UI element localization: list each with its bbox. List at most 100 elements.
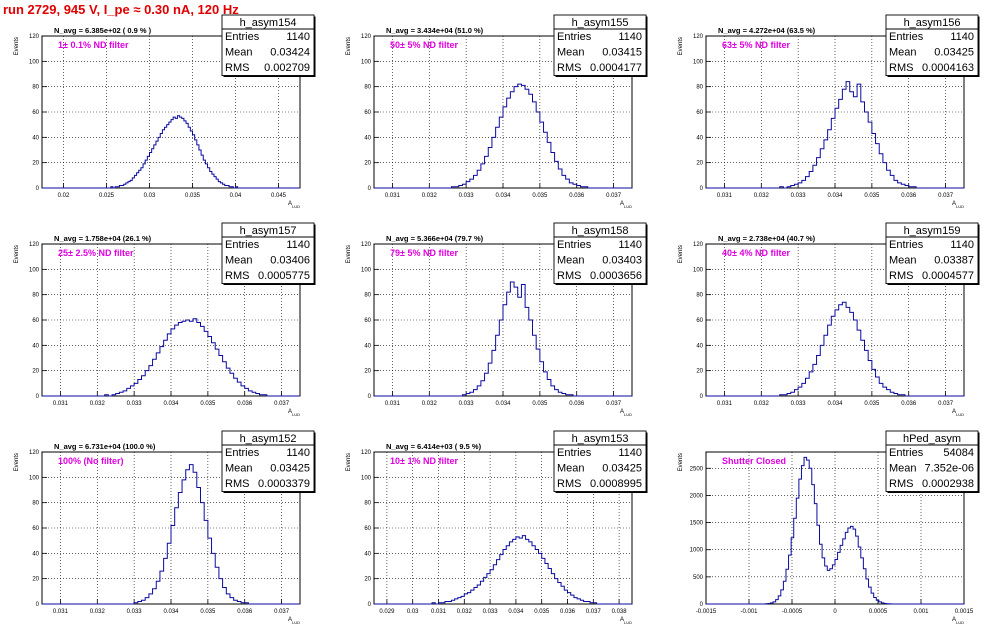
y-tick-label: 0 xyxy=(36,602,40,608)
y-tick-label: 120 xyxy=(29,242,40,248)
grid-lines xyxy=(374,452,632,604)
stat-label: Mean xyxy=(889,47,917,59)
grid-lines xyxy=(42,452,300,604)
y-tick-label: 0 xyxy=(700,602,704,608)
x-tick-label: -0.0005 xyxy=(782,609,803,615)
stats-title: h_asym154 xyxy=(240,17,297,29)
y-tick-label: 0 xyxy=(700,186,704,192)
stat-value: 0.03403 xyxy=(602,255,642,267)
stat-label: Entries xyxy=(225,447,260,459)
x-tick-label: 0.036 xyxy=(237,609,253,615)
stats-box: h_asym156 Entries 1140 Mean 0.03425 RMS 0.0004… xyxy=(885,14,980,77)
stat-value: 1140 xyxy=(286,239,310,251)
x-axis-label: ALUD xyxy=(288,617,300,625)
y-tick-label: 20 xyxy=(32,369,39,375)
x-tick-label: 0.032 xyxy=(422,401,438,407)
stat-label: RMS xyxy=(889,270,913,282)
filter-annotation: 40± 4% ND filter xyxy=(722,248,790,258)
stats-box: h_asym155 Entries 1140 Mean 0.03415 RMS 0.0004… xyxy=(553,14,648,77)
stat-value: 54084 xyxy=(943,447,974,459)
stat-value: 0.0004577 xyxy=(922,270,974,282)
y-tick-label: 20 xyxy=(364,577,371,583)
y-tick-label: 120 xyxy=(361,450,372,456)
histogram-panel-h_asym155: 0 20 40 60 80 100 120 0.031 0.032 0.033 0.034 0.035… xyxy=(346,14,648,209)
x-tick-label: 0.032 xyxy=(457,609,473,615)
x-tick-label: 0.037 xyxy=(938,401,954,407)
stat-label: Mean xyxy=(557,463,585,475)
stats-title: h_asym152 xyxy=(240,433,297,445)
y-tick-label: 60 xyxy=(32,110,39,116)
stat-label: Entries xyxy=(889,447,924,459)
filter-annotation: Shutter Closed xyxy=(722,456,786,466)
x-tick-label: 0.036 xyxy=(569,193,585,199)
stat-value: 1140 xyxy=(618,239,642,251)
stat-value: 0.03425 xyxy=(934,47,974,59)
stat-label: Mean xyxy=(889,255,917,267)
stats-title: hPed_asym xyxy=(903,433,961,445)
x-tick-label: 0.034 xyxy=(495,401,511,407)
y-axis-label: Events xyxy=(346,245,352,263)
histogram-h_asym155 xyxy=(374,83,632,189)
stats-title: h_asym157 xyxy=(240,225,297,237)
stat-value: 1140 xyxy=(950,239,974,251)
y-tick-label: 60 xyxy=(364,526,371,532)
y-tick-label: 60 xyxy=(364,110,371,116)
x-tick-label: 0.033 xyxy=(791,193,807,199)
histogram-h_asym157 xyxy=(42,318,300,397)
y-tick-label: 0 xyxy=(368,186,372,192)
stat-value: 0.0003379 xyxy=(258,478,310,490)
histogram-panel-h_asym154: 0 20 40 60 80 100 120 0.02 0.025 0.03 0.035 0.04 0.0… xyxy=(14,14,316,209)
y-tick-label: 100 xyxy=(361,59,372,65)
stats-box: h_asym157 Entries 1140 Mean 0.03406 RMS 0.0005… xyxy=(221,222,316,285)
x-tick-label: 0.035 xyxy=(864,401,880,407)
x-axis-label: ALUD xyxy=(620,409,632,417)
y-tick-label: 120 xyxy=(693,34,704,40)
stat-value: 1140 xyxy=(286,447,310,459)
y-tick-label: 80 xyxy=(364,293,371,299)
y-tick-label: 120 xyxy=(361,34,372,40)
stat-value: 0.0005775 xyxy=(258,270,310,282)
x-tick-label: 0.033 xyxy=(127,609,143,615)
grid-lines xyxy=(706,452,964,604)
y-tick-label: 100 xyxy=(29,59,40,65)
x-tick-label: 0.036 xyxy=(901,193,917,199)
stats-title: h_asym156 xyxy=(904,17,961,29)
n-avg-label: N_avg = 4.272e+04 (63.5 %) xyxy=(718,26,816,35)
histogram-panel-h_asym159: 0 20 40 60 80 100 120 0.031 0.032 0.033 0.034 0.035… xyxy=(678,222,980,417)
stat-label: RMS xyxy=(225,62,249,74)
x-axis-label: ALUD xyxy=(288,409,300,417)
y-axis-label: Events xyxy=(346,453,352,471)
stats-box: h_asym152 Entries 1140 Mean 0.03425 RMS 0.0003… xyxy=(221,430,316,493)
histogram-h_asym154 xyxy=(42,115,300,189)
x-axis-label: ALUD xyxy=(620,201,632,209)
histogram-h_asym159 xyxy=(706,301,964,397)
y-tick-label: 80 xyxy=(32,501,39,507)
x-axis-label: ALUD xyxy=(620,617,632,625)
n-avg-label: N_avg = 1.758e+04 (26.1 %) xyxy=(54,234,152,243)
y-tick-label: 1000 xyxy=(690,548,704,554)
y-tick-label: 60 xyxy=(32,526,39,532)
x-tick-label: 0.029 xyxy=(379,609,395,615)
x-tick-label: 0.035 xyxy=(185,193,201,199)
x-tick-label: 0.037 xyxy=(586,609,602,615)
histogram-h_asym153 xyxy=(374,535,632,605)
x-axis-label: ALUD xyxy=(952,617,964,625)
y-tick-label: 20 xyxy=(364,369,371,375)
x-axis-label: ALUD xyxy=(952,409,964,417)
y-tick-label: 2500 xyxy=(690,466,704,472)
x-axis-label: ALUD xyxy=(952,201,964,209)
stat-label: RMS xyxy=(557,62,581,74)
x-tick-label: 0.034 xyxy=(163,401,179,407)
y-tick-label: 80 xyxy=(364,501,371,507)
stat-label: Mean xyxy=(225,463,253,475)
histogram-panel-hPed_asym: 0 500 1000 1500 2000 2500 -0.0015 -0.001 -0.0005… xyxy=(678,430,980,625)
y-tick-label: 500 xyxy=(693,575,704,581)
filter-annotation: 63± 5% ND filter xyxy=(722,40,790,50)
y-tick-label: 40 xyxy=(32,551,39,557)
stats-title: h_asym155 xyxy=(572,17,629,29)
histogram-panel-h_asym152: 0 20 40 60 80 100 120 0.031 0.032 0.033 0.034 0.035… xyxy=(14,430,316,625)
x-tick-label: 0.031 xyxy=(53,401,69,407)
y-axis-label: Events xyxy=(678,453,684,471)
stat-value: 0.03425 xyxy=(602,463,642,475)
y-axis-label: Events xyxy=(678,245,684,263)
